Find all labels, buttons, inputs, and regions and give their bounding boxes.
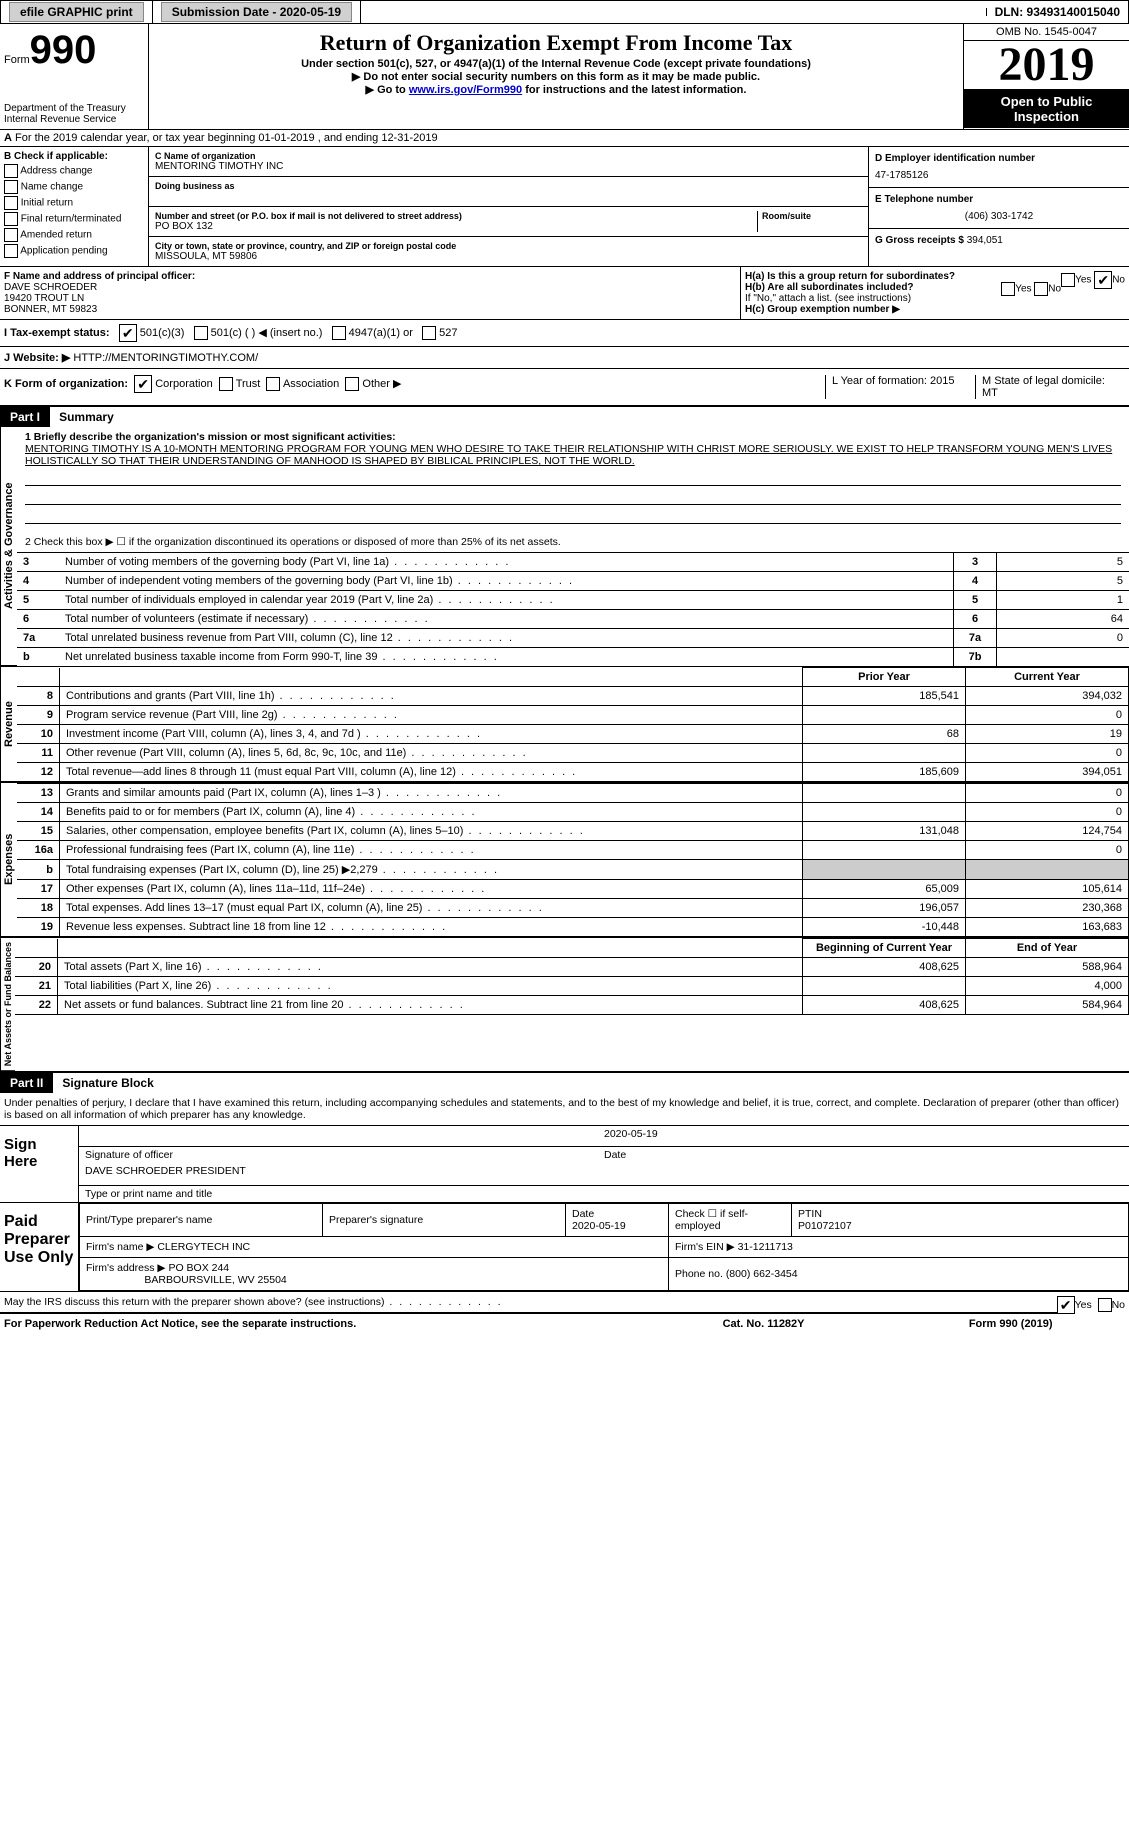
firm-name: CLERGYTECH INC	[157, 1241, 250, 1253]
row-i: I Tax-exempt status: 501(c)(3) 501(c) ( …	[0, 320, 1129, 347]
expenses-table: 13Grants and similar amounts paid (Part …	[17, 783, 1129, 937]
hc-label: H(c) Group exemption number ▶	[745, 304, 900, 315]
sig-officer-label: Signature of officer	[85, 1149, 604, 1161]
officer-addr2: BONNER, MT 59823	[4, 304, 736, 315]
efile-label: efile GRAPHIC print	[9, 2, 144, 22]
officer-label: F Name and address of principal officer:	[4, 271, 736, 282]
name-title-label: Type or print name and title	[85, 1188, 1123, 1200]
form-header: Form990 Department of the Treasury Inter…	[0, 24, 1129, 130]
firm-addr: PO BOX 244	[168, 1262, 229, 1274]
website: HTTP://MENTORINGTIMOTHY.COM/	[73, 352, 258, 364]
mission-text: MENTORING TIMOTHY IS A 10-MONTH MENTORIN…	[25, 443, 1121, 467]
gross-label: G Gross receipts $	[875, 235, 964, 246]
state-domicile: M State of legal domicile: MT	[975, 375, 1125, 399]
tax-year: 2019	[964, 41, 1129, 90]
vert-netassets: Net Assets or Fund Balances	[0, 938, 15, 1071]
form-ref: Form 990 (2019)	[903, 1318, 1053, 1330]
telephone: (406) 303-1742	[875, 211, 1123, 222]
tel-label: E Telephone number	[875, 194, 1123, 205]
form-title: Return of Organization Exempt From Incom…	[153, 30, 959, 56]
netassets-table: Beginning of Current YearEnd of Year 20T…	[15, 938, 1129, 1015]
firm-addr2: BARBOURSVILLE, WV 25504	[144, 1274, 286, 1286]
declaration: Under penalties of perjury, I declare th…	[0, 1093, 1129, 1126]
subtitle-3-prefix: ▶ Go to	[366, 84, 409, 96]
discuss-row: May the IRS discuss this return with the…	[0, 1292, 1129, 1312]
check-self-employed: Check ☐ if self-employed	[669, 1204, 792, 1237]
dln: DLN: 93493140015040	[987, 1, 1128, 23]
governance-table: 3Number of voting members of the governi…	[17, 552, 1129, 666]
inspection-label: Open to Public Inspection	[964, 90, 1129, 128]
revenue-table: Prior YearCurrent Year 8Contributions an…	[17, 667, 1129, 782]
cat-no: Cat. No. 11282Y	[723, 1318, 903, 1330]
part-1-header: Part I Summary	[0, 407, 1129, 427]
row-a-period: A For the 2019 calendar year, or tax yea…	[0, 130, 1129, 147]
prep-date: 2020-05-19	[572, 1220, 626, 1232]
checkbox-initial-return: Initial return	[4, 196, 144, 210]
sign-here-label: Sign Here	[0, 1126, 79, 1202]
sig-date: 2020-05-19	[604, 1128, 1123, 1144]
subtitle-1: Under section 501(c), 527, or 4947(a)(1)…	[153, 58, 959, 70]
paperwork-notice: For Paperwork Reduction Act Notice, see …	[4, 1318, 723, 1330]
officer-addr1: 19420 TROUT LN	[4, 293, 736, 304]
gross-receipts: 394,051	[967, 235, 1003, 246]
dept-label: Department of the Treasury Internal Reve…	[4, 103, 144, 125]
hb-note: If "No," attach a list. (see instruction…	[745, 293, 1125, 304]
checkbox-address-change: Address change	[4, 164, 144, 178]
org-name: MENTORING TIMOTHY INC	[155, 161, 862, 172]
addr: PO BOX 132	[155, 221, 753, 232]
subtitle-2: ▶ Do not enter social security numbers o…	[153, 70, 959, 83]
instructions-link[interactable]: www.irs.gov/Form990	[409, 84, 522, 96]
form-label: Form	[4, 54, 30, 66]
city: MISSOULA, MT 59806	[155, 251, 862, 262]
addr-label: Number and street (or P.O. box if mail i…	[155, 211, 753, 221]
ha-label: H(a) Is this a group return for subordin…	[745, 271, 955, 282]
vert-activities-governance: Activities & Governance	[0, 427, 17, 666]
column-b-checkboxes: B Check if applicable: Address change Na…	[0, 147, 149, 266]
checkbox-name-change: Name change	[4, 180, 144, 194]
dba-label: Doing business as	[155, 181, 862, 191]
ein: 47-1785126	[875, 170, 1123, 181]
firm-phone: (800) 662-3454	[726, 1268, 798, 1280]
form-number: 990	[30, 28, 97, 72]
date-label: Date	[604, 1149, 1123, 1161]
subtitle-3-suffix: for instructions and the latest informat…	[522, 84, 746, 96]
ptin: P01072107	[798, 1220, 852, 1232]
org-name-label: C Name of organization	[155, 151, 862, 161]
city-label: City or town, state or province, country…	[155, 241, 862, 251]
page-footer: For Paperwork Reduction Act Notice, see …	[0, 1312, 1057, 1334]
row-j: J Website: ▶ HTTP://MENTORINGTIMOTHY.COM…	[0, 347, 1129, 369]
part-2-header: Part II Signature Block	[0, 1073, 1129, 1093]
officer-name: DAVE SCHROEDER	[4, 282, 736, 293]
hb-label: H(b) Are all subordinates included?	[745, 282, 914, 293]
ein-label: D Employer identification number	[875, 153, 1123, 164]
submission-date: Submission Date - 2020-05-19	[161, 2, 352, 22]
top-bar: efile GRAPHIC print Submission Date - 20…	[0, 0, 1129, 24]
q2-checkbox-line: 2 Check this box ▶ ☐ if the organization…	[17, 532, 1129, 552]
checkbox-amended-return: Amended return	[4, 228, 144, 242]
vert-expenses: Expenses	[0, 783, 17, 937]
officer-printed: DAVE SCHROEDER PRESIDENT	[85, 1165, 1123, 1183]
mission-label: 1 Briefly describe the organization's mi…	[25, 431, 396, 443]
prep-name-label: Print/Type preparer's name	[80, 1204, 323, 1237]
vert-revenue: Revenue	[0, 667, 17, 782]
prep-sig-label: Preparer's signature	[323, 1204, 566, 1237]
room-label: Room/suite	[762, 211, 862, 221]
checkbox-application-pending: Application pending	[4, 244, 144, 258]
firm-ein: 31-1211713	[738, 1241, 793, 1253]
paid-preparer-label: Paid Preparer Use Only	[0, 1203, 79, 1291]
checkbox-final-return-terminated: Final return/terminated	[4, 212, 144, 226]
year-formation: L Year of formation: 2015	[825, 375, 975, 399]
row-k: K Form of organization: Corporation Trus…	[0, 369, 1129, 407]
